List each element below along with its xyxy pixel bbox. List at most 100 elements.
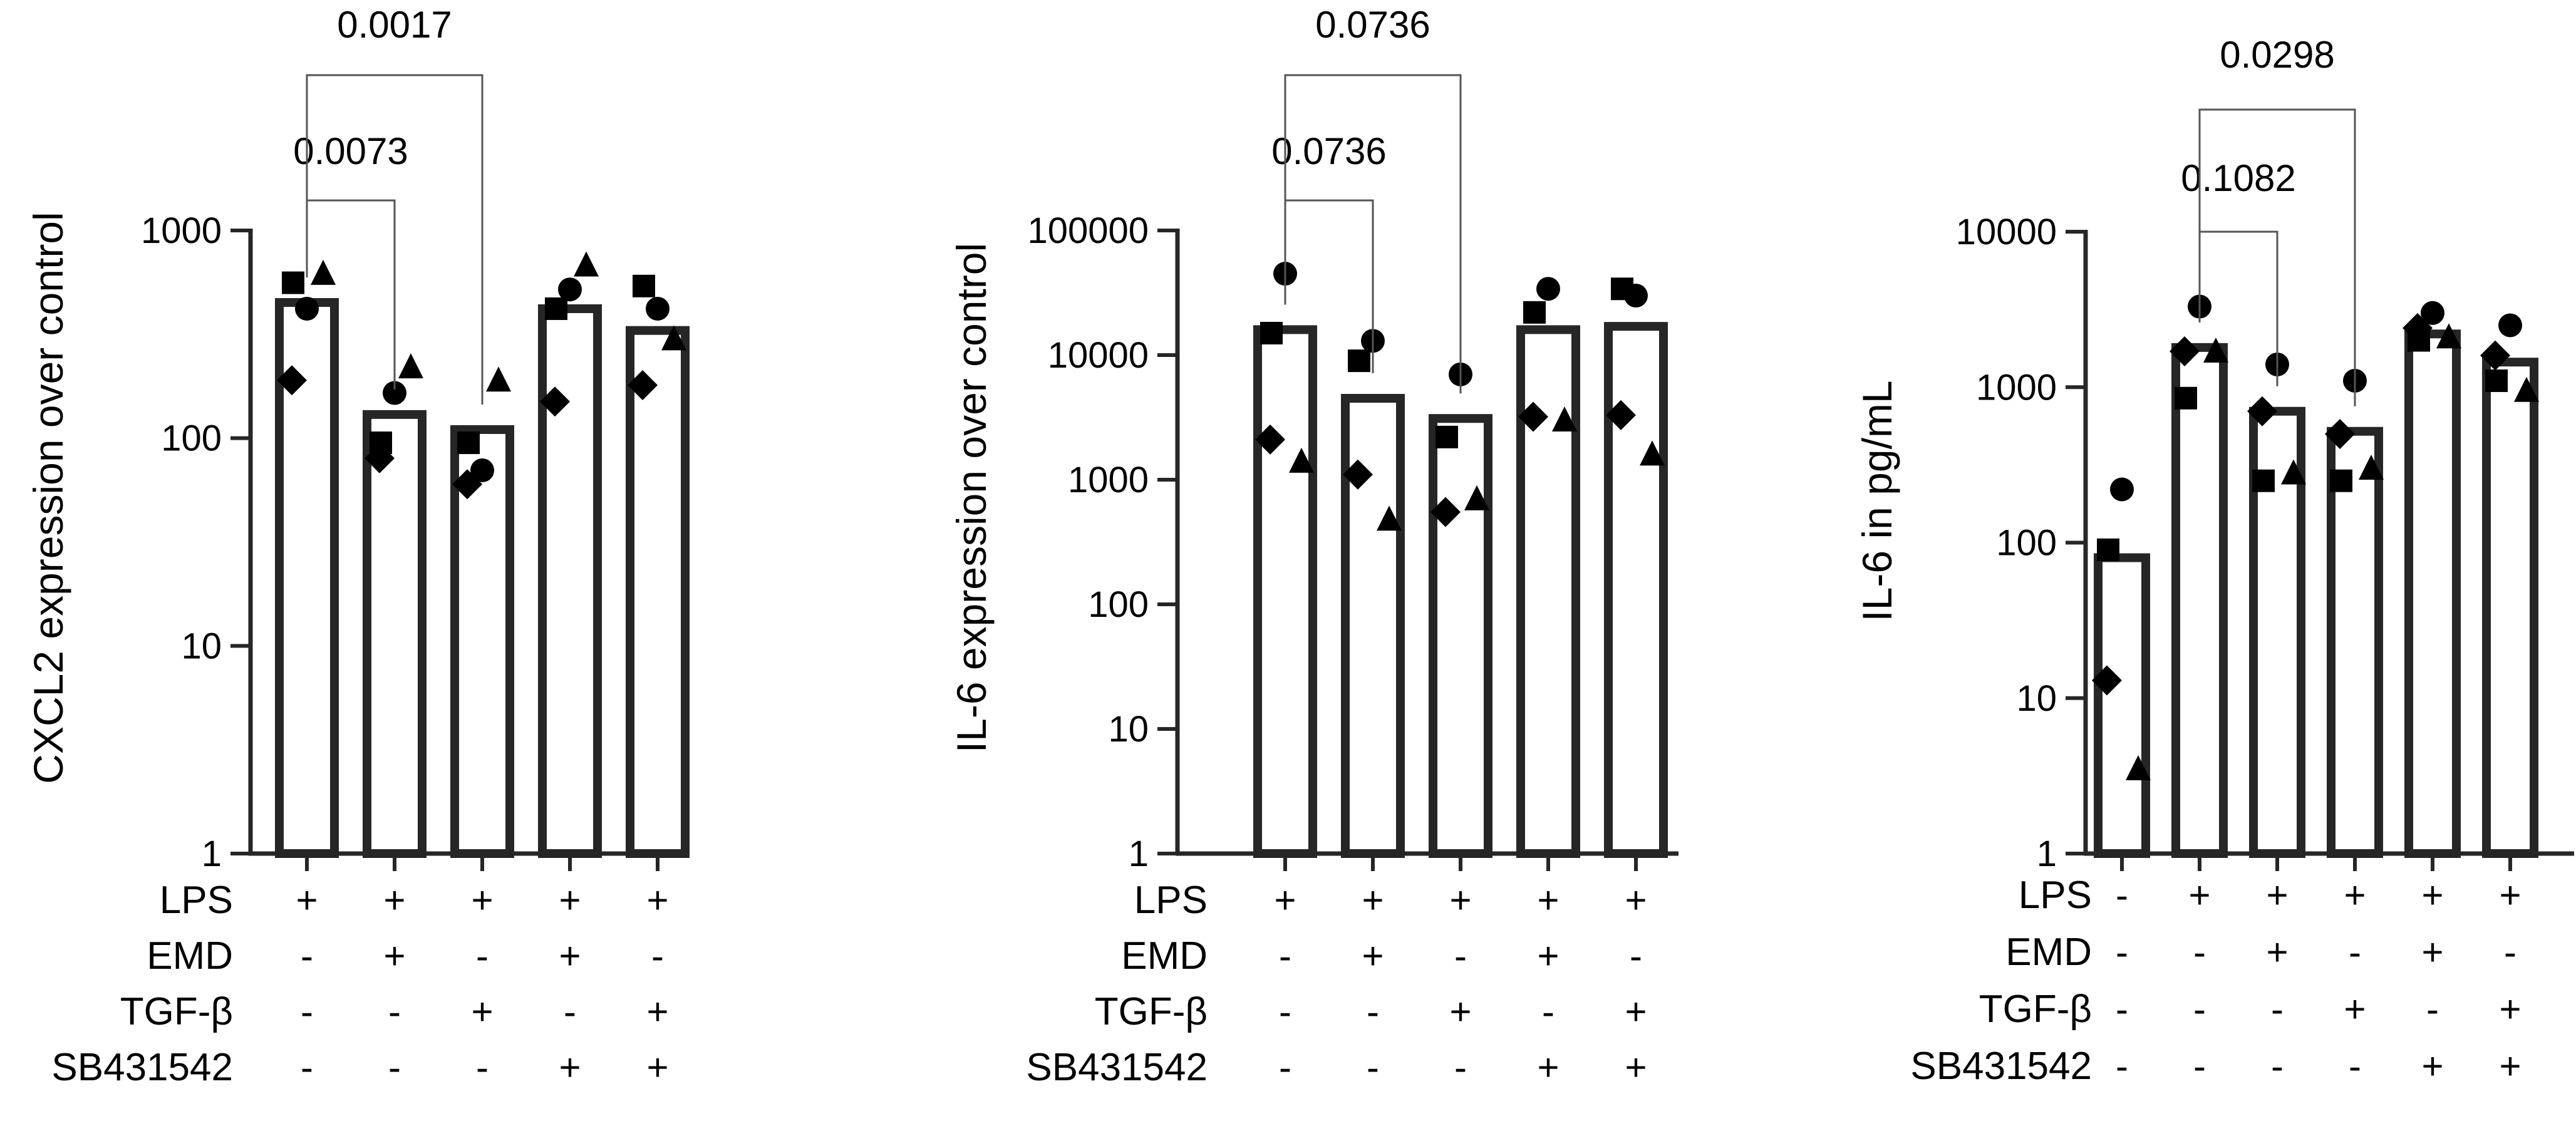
condition-sign: - <box>301 1046 313 1088</box>
y-tick-label: 100000 <box>1027 210 1149 251</box>
condition-row-label: SB431542 <box>51 1046 233 1089</box>
condition-sign: - <box>564 991 576 1033</box>
condition-sign: + <box>2499 874 2521 916</box>
bar <box>1429 414 1492 858</box>
y-tick-label: 1 <box>1129 834 1149 874</box>
data-point-triangle <box>1377 505 1402 531</box>
condition-row-label: EMD <box>2005 931 2092 974</box>
condition-sign: - <box>2271 988 2284 1030</box>
data-point-diamond <box>2092 665 2122 696</box>
data-point-square <box>1348 349 1370 373</box>
condition-row-label: TGF-β <box>120 990 233 1033</box>
condition-sign: + <box>559 879 581 921</box>
chart-panel-cxcl2: 1 10 100 1000 CXCL2 expression over control 0… <box>0 0 833 1131</box>
condition-sign: + <box>1449 879 1471 921</box>
chart-panel-il6-expression: 1 10 100 1000 10000 100000 IL-6 expression ove… <box>927 0 1741 1131</box>
data-point-circle <box>2110 477 2134 502</box>
y-axis-label: IL-6 in pg/mL <box>1854 380 1900 621</box>
y-axis-label: CXCL2 expression over control <box>25 212 71 783</box>
condition-sign: - <box>1279 991 1291 1033</box>
condition-sign: + <box>646 1046 668 1088</box>
data-point-triangle <box>2126 755 2151 780</box>
condition-sign: - <box>2504 931 2517 973</box>
condition-sign: + <box>383 879 405 921</box>
data-point-square <box>633 274 655 297</box>
data-point-diamond <box>452 469 482 500</box>
data-point-diamond <box>1430 497 1461 527</box>
condition-row-label: LPS <box>1134 879 1208 922</box>
condition-sign: - <box>1542 991 1554 1033</box>
condition-sign: + <box>2188 874 2210 916</box>
condition-sign: + <box>1362 879 1384 921</box>
data-point-triangle <box>661 325 686 351</box>
condition-row-label: EMD <box>1121 934 1208 978</box>
bar <box>450 425 514 858</box>
bar <box>626 326 690 858</box>
chart-panel-il6-pgml: 1 10 100 1000 10000 IL-6 in pg/mL 0.1082 0.0298… <box>1835 0 2576 1131</box>
y-tick-label: 10 <box>1108 709 1149 750</box>
condition-sign: + <box>2421 874 2443 916</box>
condition-sign: + <box>2421 931 2443 973</box>
condition-sign: + <box>2499 1045 2521 1087</box>
data-point-circle <box>295 296 319 321</box>
condition-sign: + <box>1274 879 1296 921</box>
p-value-label: 0.0298 <box>2220 34 2335 76</box>
condition-sign: + <box>1537 935 1559 977</box>
y-tick-label: 10000 <box>1956 212 2057 252</box>
condition-sign: - <box>2193 1045 2206 1087</box>
data-point-triangle <box>398 353 423 379</box>
condition-sign: + <box>2499 988 2521 1030</box>
data-point-diamond <box>2170 336 2200 367</box>
data-point-circle <box>470 458 494 483</box>
bar <box>2482 358 2538 858</box>
data-point-circle <box>383 381 406 405</box>
p-value-label: 0.0736 <box>1271 130 1387 172</box>
condition-sign: - <box>2116 988 2128 1030</box>
condition-sign: + <box>1537 879 1559 921</box>
bar <box>363 410 427 858</box>
chart-svg-il6-pgml: 1 10 100 1000 10000 IL-6 in pg/mL 0.1082 0.0298… <box>1854 34 2574 1088</box>
condition-sign: + <box>2421 1045 2443 1087</box>
condition-sign: + <box>559 935 581 977</box>
condition-sign: - <box>476 935 489 977</box>
data-point-triangle <box>1289 447 1314 473</box>
significance-bracket <box>1284 74 1462 394</box>
data-point-triangle <box>2203 338 2228 363</box>
data-point-triangle <box>1464 485 1489 510</box>
y-tick-label: 100 <box>1088 584 1149 625</box>
data-point-triangle <box>1552 406 1577 432</box>
condition-sign: + <box>296 879 318 921</box>
condition-sign: + <box>646 991 668 1033</box>
data-point-square <box>545 297 567 320</box>
condition-sign: - <box>301 991 313 1033</box>
data-point-square <box>1260 321 1283 344</box>
condition-row-label: LPS <box>2019 874 2092 917</box>
data-point-square <box>1523 301 1546 324</box>
bar <box>1253 325 1317 858</box>
data-point-circle <box>2421 301 2444 325</box>
condition-sign: + <box>2344 874 2366 916</box>
data-point-triangle <box>1640 440 1665 466</box>
data-point-square <box>2175 386 2197 410</box>
condition-sign: - <box>2116 874 2128 916</box>
condition-sign: - <box>301 935 313 977</box>
significance-bracket <box>306 74 484 405</box>
condition-row-label: LPS <box>160 879 233 922</box>
data-point-circle <box>1536 277 1560 301</box>
data-point-triangle <box>2281 459 2306 485</box>
condition-row-label: TGF-β <box>1979 988 2092 1031</box>
data-point-diamond <box>277 365 307 396</box>
bar <box>538 304 602 859</box>
data-point-circle <box>2498 313 2522 338</box>
y-tick-label: 1000 <box>141 210 222 251</box>
significance-bracket <box>2198 108 2356 406</box>
condition-sign: + <box>2266 874 2288 916</box>
y-tick-label: 1000 <box>1976 367 2057 408</box>
condition-sign: - <box>1367 991 1379 1033</box>
condition-sign: - <box>476 1046 489 1088</box>
data-point-circle <box>646 296 670 321</box>
data-point-diamond <box>2480 340 2510 371</box>
condition-sign: + <box>1537 1046 1559 1088</box>
condition-sign: + <box>1625 879 1647 921</box>
condition-sign: + <box>471 879 493 921</box>
